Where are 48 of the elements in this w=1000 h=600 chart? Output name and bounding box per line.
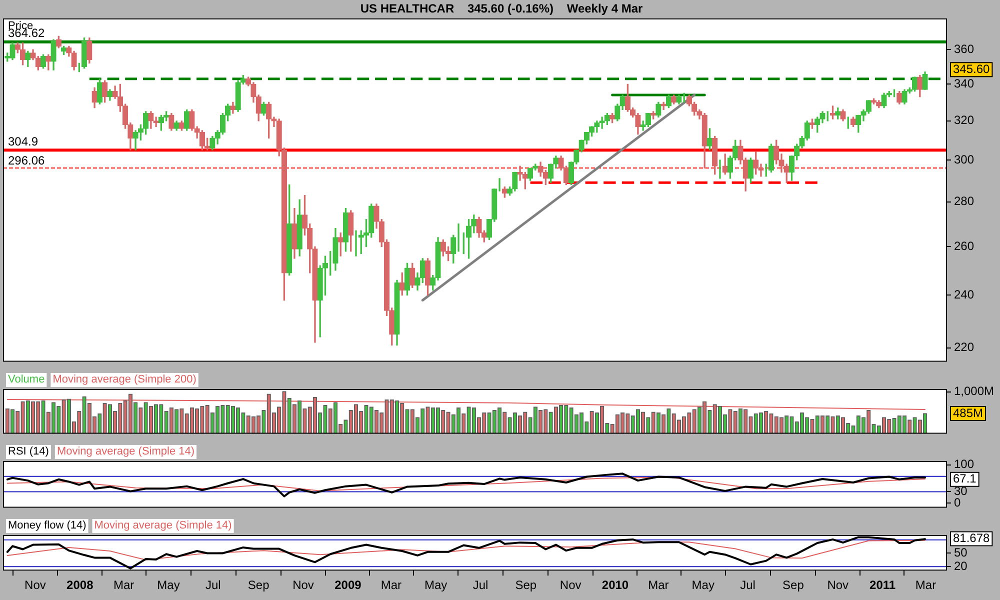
x-tick-label: Mar (114, 578, 134, 592)
y-tick-label: 100 (954, 457, 974, 472)
x-tick-label: Mar (915, 578, 936, 592)
ref-line-label: 304.9 (8, 134, 38, 148)
y-tick-label: 220 (954, 340, 974, 354)
y-tick-label: 280 (954, 194, 974, 208)
x-tick-label: 2010 (602, 578, 629, 592)
y-tick-label: 1,000M (954, 384, 994, 398)
y-tick-label: 50 (954, 546, 968, 560)
x-tick-label: Sep (515, 578, 537, 592)
x-tick-label: May (692, 578, 714, 592)
y-tick-label: 30 (954, 484, 968, 498)
x-tick-label: Jul (472, 578, 488, 592)
x-tick-label: Mar (380, 578, 402, 592)
x-tick-label: 2009 (334, 578, 362, 592)
text: 485M (953, 406, 984, 420)
x-tick-label: May (424, 578, 448, 592)
x-tick-label: Mar (648, 578, 669, 592)
x-tick-label: Nov (560, 578, 582, 592)
x-tick-label: Jul (206, 578, 221, 592)
y-tick-label: 320 (954, 113, 974, 128)
y-tick-label: 0 (954, 496, 961, 510)
x-tick-label: Jul (740, 578, 756, 592)
series-label: Moving average (Simple 200) (52, 374, 196, 386)
x-tick-label: 2008 (66, 578, 94, 592)
series-label: Moving average (Simple 14) (94, 520, 232, 532)
ref-line-label: 296.06 (8, 153, 46, 168)
y-tick-label: 300 (954, 152, 974, 166)
chart-title: US HEALTHCAR 345.60 (-0.16%) Weekly 4 Mar (360, 2, 643, 16)
x-tick-label: Nov (24, 578, 46, 592)
series-label: Volume (8, 374, 45, 386)
y-tick-label: 340 (954, 76, 974, 90)
x-tick-label: Nov (292, 578, 314, 592)
x-tick-label: Nov (827, 578, 849, 592)
y-tick-label: 360 (954, 42, 974, 56)
y-tick-label: 240 (954, 287, 974, 302)
series-label: Money flow (14) (8, 520, 86, 532)
x-tick-label: Sep (248, 578, 270, 592)
text: 345.60 (953, 62, 990, 76)
y-tick-label: 260 (954, 238, 974, 253)
text: 67.1 (953, 472, 977, 486)
x-tick-label: May (157, 578, 180, 592)
x-tick-label: Sep (782, 578, 804, 592)
x-tick-label: 2011 (870, 578, 896, 592)
text: 81.678 (953, 531, 990, 546)
text: Moving average (Simple 14) (56, 446, 195, 458)
y-tick-label: 20 (954, 558, 968, 573)
series-label: RSI (14) (8, 446, 49, 458)
